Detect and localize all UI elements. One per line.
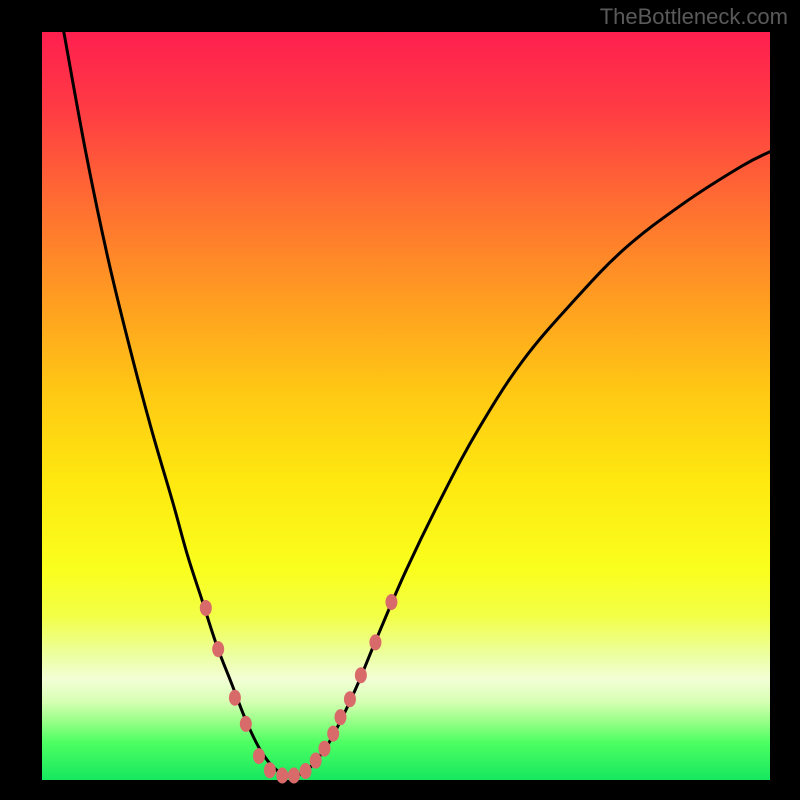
plot-frame xyxy=(42,32,770,780)
chart-container: TheBottleneck.com xyxy=(0,0,800,800)
heatmap-gradient xyxy=(42,32,770,780)
watermark-text: TheBottleneck.com xyxy=(600,4,788,30)
